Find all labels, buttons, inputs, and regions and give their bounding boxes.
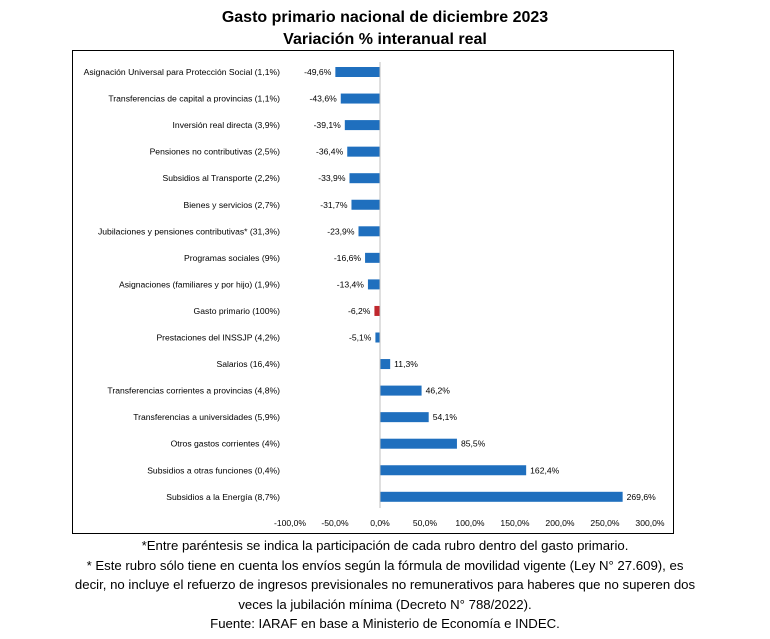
data-label: -16,6% <box>334 253 362 263</box>
x-tick-label: 200,0% <box>545 518 575 528</box>
data-label: 269,6% <box>627 492 657 502</box>
chart-frame <box>72 50 674 534</box>
x-tick-label: 100,0% <box>455 518 485 528</box>
category-label: Inversión real directa (3,9%) <box>173 120 281 130</box>
footnote-source: Fuente: IARAF en base a Ministerio de Ec… <box>210 616 560 631</box>
data-label: -36,4% <box>316 147 344 157</box>
data-label: -49,6% <box>304 67 332 77</box>
category-label: Transferencias a universidades (5,9%) <box>133 412 280 422</box>
bar <box>335 67 380 77</box>
bar <box>367 279 380 290</box>
category-label: Subsidios a la Energía (8,7%) <box>166 492 280 502</box>
bar <box>351 199 380 210</box>
category-label: Asignación Universal para Protección Soc… <box>84 67 280 77</box>
category-label: Jubilaciones y pensiones contributivas* … <box>98 226 280 236</box>
data-label: -39,1% <box>314 120 342 130</box>
footnote-participation: *Entre paréntesis se indica la participa… <box>141 538 629 553</box>
x-tick-label: 250,0% <box>590 518 620 528</box>
category-label: Subsidios a otras funciones (0,4%) <box>147 465 280 475</box>
category-label: Transferencias corrientes a provincias (… <box>107 386 280 396</box>
footnotes: *Entre paréntesis se indica la participa… <box>0 536 770 634</box>
bar <box>380 438 457 449</box>
bar <box>344 120 380 131</box>
data-label: -13,4% <box>337 279 365 289</box>
bar <box>380 465 527 476</box>
footnote-jubilaciones-2: decir, no incluye el refuerzo de ingreso… <box>74 577 696 592</box>
data-label: -33,9% <box>318 173 346 183</box>
data-label: -6,2% <box>348 306 371 316</box>
chart-title: Gasto primario nacional de diciembre 202… <box>221 9 549 26</box>
category-label: Subsidios al Transporte (2,2%) <box>162 173 280 183</box>
category-label: Pensiones no contributivas (2,5%) <box>150 147 281 157</box>
bar <box>340 93 380 104</box>
x-tick-label: 0,0% <box>370 518 390 528</box>
chart-subtitle: Variación % interanual real <box>283 31 487 48</box>
data-label: -23,9% <box>327 226 355 236</box>
category-label: Gasto primario (100%) <box>194 306 281 316</box>
bar <box>375 332 380 343</box>
footnote-jubilaciones-1: * Este rubro sólo tiene en cuenta los en… <box>86 557 684 573</box>
data-label: 54,1% <box>433 412 458 422</box>
data-label: -5,1% <box>349 333 372 343</box>
x-tick-label: 150,0% <box>500 518 530 528</box>
bar <box>365 252 380 263</box>
data-label: 46,2% <box>426 386 451 396</box>
bar <box>380 412 429 423</box>
bar <box>380 359 391 370</box>
data-label: -31,7% <box>320 200 348 210</box>
bar <box>380 385 422 396</box>
category-label: Programas sociales (9%) <box>184 253 280 263</box>
bar <box>380 491 623 502</box>
bar <box>358 226 380 237</box>
bar <box>374 305 380 316</box>
category-label: Asignaciones (familiares y por hijo) (1,… <box>119 279 280 289</box>
data-label: 11,3% <box>394 359 418 369</box>
category-label: Otros gastos corrientes (4%) <box>171 439 281 449</box>
category-label: Transferencias de capital a provincias (… <box>108 94 280 104</box>
x-tick-label: 300,0% <box>635 518 665 528</box>
footnote-jubilaciones-3: veces la jubilación mínima (Decreto N° 7… <box>238 596 532 612</box>
category-label: Salarios (16,4%) <box>216 359 280 369</box>
bar <box>349 173 380 184</box>
data-label: 162,4% <box>530 465 560 475</box>
x-tick-label: 50,0% <box>413 518 438 528</box>
data-label: 85,5% <box>461 439 486 449</box>
x-tick-label: -50,0% <box>321 518 349 528</box>
category-label: Bienes y servicios (2,7%) <box>184 200 281 210</box>
category-label: Prestaciones del INSSJP (4,2%) <box>156 333 280 343</box>
bar <box>347 146 380 157</box>
data-label: -43,6% <box>310 94 338 104</box>
x-tick-label: -100,0% <box>274 518 306 528</box>
